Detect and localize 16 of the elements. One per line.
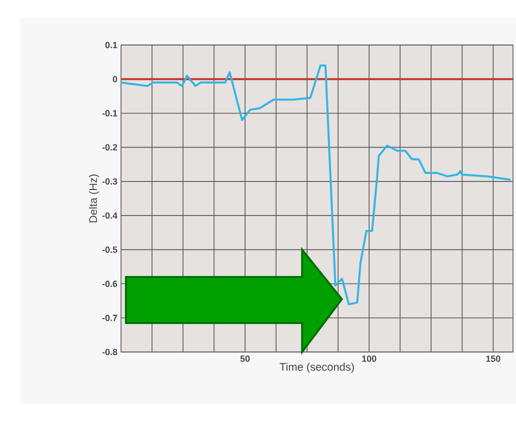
y-tick-label: -0.5 [102,246,118,253]
y-tick-label: -0.1 [102,110,118,116]
y-tick-label: -0.4 [102,212,118,219]
y-tick-label: -0.7 [102,314,118,322]
y-tick-label: -0.6 [102,280,118,287]
x-tick-label: 150 [486,356,500,362]
y-tick-label: 0.1 [105,42,118,48]
y-tick-label: 0 [112,76,118,82]
y-tick-label: -0.3 [102,178,118,185]
y-axis-title: Delta (Hz) [88,174,100,222]
x-tick-label: 50 [240,356,250,362]
y-tick-label: -0.8 [102,348,118,356]
line-series [120,64,512,306]
x-tick-label: 100 [362,356,376,362]
x-axis-title: Time (seconds) [280,362,354,373]
y-tick-label: -0.2 [102,144,118,151]
